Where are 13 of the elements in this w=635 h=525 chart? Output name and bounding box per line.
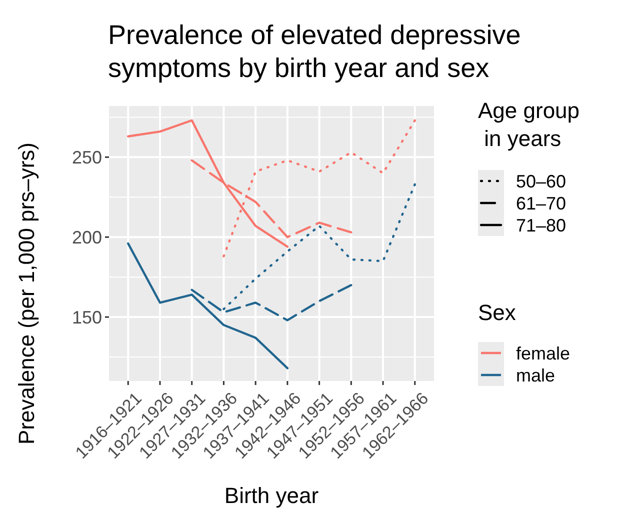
y-axis-title: Prevalence (per 1,000 prs–yrs) xyxy=(14,142,39,445)
chart-title: Prevalence of elevated depressive symptoms by birth year and sex xyxy=(108,20,521,83)
y-tick-label: 200 xyxy=(72,227,102,248)
y-tick-label: 250 xyxy=(72,147,102,168)
x-axis-title: Birth year xyxy=(224,483,319,508)
text: 50–60 xyxy=(516,171,566,192)
text: female xyxy=(516,343,570,364)
text: male xyxy=(516,365,556,386)
y-tick-label: 150 xyxy=(72,307,102,328)
legend-title: Age group in years xyxy=(478,98,580,151)
text: Sex xyxy=(478,300,516,325)
text: 71–80 xyxy=(516,215,566,236)
text: 61–70 xyxy=(516,193,566,214)
